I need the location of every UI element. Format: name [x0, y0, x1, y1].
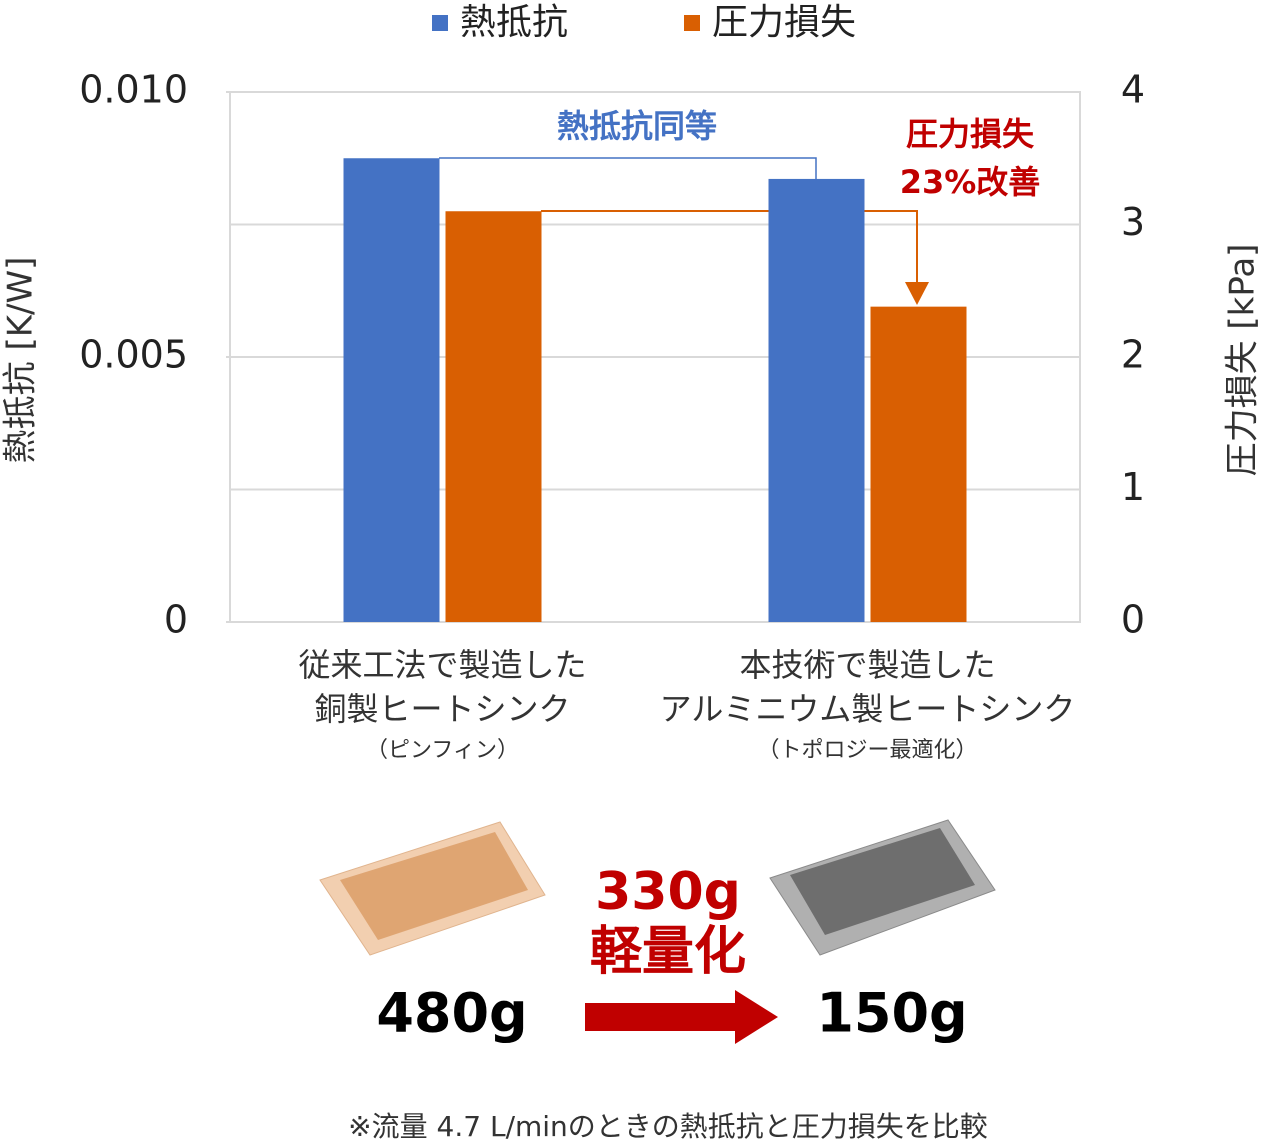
- annotation: 23%改善: [900, 163, 1041, 201]
- y2-tick-label: 4: [1121, 68, 1145, 112]
- legend-label: 熱抵抗: [460, 2, 568, 43]
- y-tick-label: 0.005: [79, 333, 188, 377]
- bar: [870, 306, 967, 622]
- weight-arrow: [585, 990, 778, 1044]
- annotation: 熱抵抗同等: [557, 107, 717, 145]
- x-tick-label: 本技術で製造した: [739, 646, 995, 684]
- legend-label: 圧力損失: [712, 2, 856, 43]
- reduction: 330g: [595, 862, 741, 922]
- legend-swatch: [432, 15, 448, 31]
- y2-tick-label: 0: [1121, 598, 1145, 642]
- reduction-label: 軽量化: [590, 922, 746, 982]
- pin-fins: [340, 832, 528, 940]
- y2-tick-label: 3: [1121, 200, 1145, 244]
- x-tick-label: 銅製ヒートシンク: [314, 690, 570, 728]
- connector: [541, 210, 918, 285]
- x-tick-label: アルミニウム製ヒートシンク: [660, 690, 1076, 728]
- x-tick-note: （ピンフィン）: [366, 738, 519, 763]
- y-tick-label: 0.010: [79, 68, 188, 112]
- footnote: ※流量 4.7 L/minのときの熱抵抗と圧力損失を比較: [348, 1110, 988, 1143]
- weight-after: 150g: [816, 982, 967, 1045]
- y2-axis-label: 圧力損失 [kPa]: [1223, 244, 1263, 477]
- y2-tick-label: 1: [1121, 465, 1145, 509]
- bar: [445, 211, 542, 622]
- legend-swatch: [684, 15, 700, 31]
- x-tick-note: （トポロジー最適化）: [757, 738, 977, 763]
- y-tick-label: 0: [164, 598, 188, 642]
- topology-fins: [790, 828, 975, 935]
- bar: [343, 158, 440, 622]
- arrow-head: [905, 282, 929, 305]
- y-axis-label: 熱抵抗 [K/W]: [1, 257, 41, 464]
- connector: [439, 157, 817, 179]
- weight-before: 480g: [376, 982, 527, 1045]
- y2-tick-label: 2: [1121, 333, 1145, 377]
- annotation: 圧力損失: [906, 115, 1035, 153]
- x-tick-label: 従来工法で製造した: [298, 646, 586, 684]
- bar: [768, 178, 865, 623]
